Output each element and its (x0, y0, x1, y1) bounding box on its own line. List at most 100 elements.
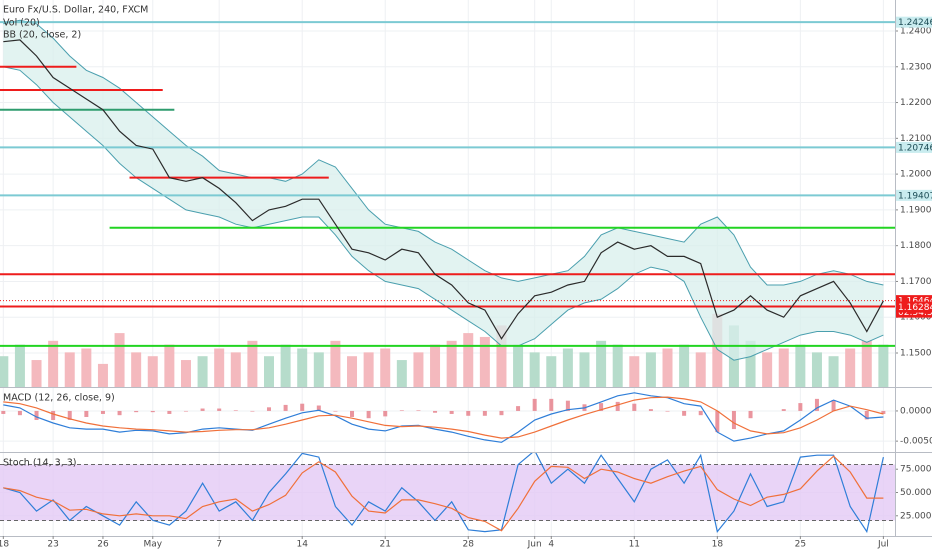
price-label-box (895, 16, 932, 28)
macd-histogram-bar (399, 410, 404, 411)
price-label-box (895, 141, 932, 153)
y-tick-label: 1.20000 (900, 170, 932, 180)
price-label: 1.24246 (898, 18, 932, 28)
volume-bar (164, 344, 175, 387)
volume-bar (230, 352, 241, 387)
panel (0, 453, 895, 536)
macd-histogram-bar (34, 410, 39, 420)
y-tick-label: 50.0000 (900, 488, 932, 498)
volume-bar (828, 356, 839, 387)
volume-bar (280, 344, 291, 387)
y-tick-label: 1.15000 (900, 349, 932, 359)
y-tick-label: 1.18000 (900, 241, 932, 251)
countdown: 02:54:52 (898, 308, 932, 318)
volume-bar (795, 344, 806, 387)
volume-bar (363, 352, 374, 387)
bb-fill (3, 20, 884, 361)
volume-bar (380, 348, 391, 387)
macd-histogram-bar (864, 410, 869, 420)
x-tick-label: Jul (877, 540, 889, 550)
macd-histogram-bar (632, 403, 637, 411)
y-tick-label: 1.16000 (900, 313, 932, 323)
y-tick-label: 1.19000 (900, 205, 932, 215)
macd-histogram-bar (831, 400, 836, 411)
x-tick-label: 28 (463, 540, 475, 550)
panel-title: Euro Fx/U.S. Dollar, 240, FXCM (3, 5, 148, 16)
macd-histogram-bar (433, 410, 438, 413)
y-tick-label: -0.0050 (900, 437, 932, 447)
bb-lower (3, 66, 884, 361)
y-tick-label: 25.0000 (900, 511, 932, 521)
indicator-label: Vol (20) (3, 18, 40, 29)
macd-histogram-bar (715, 410, 720, 433)
volume-bar (247, 340, 258, 387)
volume-bar (413, 352, 424, 387)
x-tick-label: 4 (548, 540, 554, 550)
series-line (3, 392, 884, 443)
price-label-box (895, 295, 932, 307)
volume-bar (762, 352, 773, 387)
price-label-box (895, 301, 932, 313)
volume-bar (596, 340, 607, 387)
volume-bar (479, 336, 490, 387)
macd-histogram-bar (615, 401, 620, 411)
macd-histogram-bar (183, 410, 188, 412)
volume-bar (745, 340, 756, 387)
macd-histogram-bar (482, 410, 487, 416)
macd-histogram-bar (798, 403, 803, 411)
volume-bar (347, 356, 358, 387)
x-tick-label: 23 (47, 540, 58, 550)
volume-bar (679, 344, 690, 387)
macd-histogram-bar (333, 410, 338, 412)
macd-histogram-bar (499, 410, 504, 416)
macd-histogram-bar (100, 410, 105, 414)
macd-histogram-bar (731, 410, 736, 430)
macd-histogram-bar (316, 405, 321, 411)
macd-histogram-bar (648, 409, 653, 411)
macd-histogram-bar (1, 410, 6, 414)
volume-bar (180, 360, 191, 387)
series-line (3, 39, 884, 340)
volume-bar (446, 340, 457, 387)
macd-histogram-bar (167, 410, 172, 414)
volume-bar (97, 363, 108, 387)
volume-bar (430, 344, 441, 387)
macd-histogram-bar (599, 403, 604, 411)
volume-bar (263, 356, 274, 387)
x-tick-label: 18 (712, 540, 724, 550)
macd-histogram-bar (383, 410, 388, 417)
volume-bar (546, 356, 557, 387)
panel (0, 0, 895, 387)
volume-bar (214, 348, 225, 387)
macd-histogram-bar (283, 404, 288, 411)
volume-bar (131, 352, 142, 387)
y-tick-label: 1.17000 (900, 277, 932, 287)
volume-bar (48, 340, 59, 387)
price-label: 1.20746 (898, 143, 932, 153)
x-tick-label: 26 (97, 540, 109, 550)
macd-histogram-bar (698, 410, 703, 416)
volume-bar (147, 356, 158, 387)
volume-bar (612, 344, 623, 387)
macd-histogram-bar (300, 403, 305, 411)
x-tick-label: May (143, 540, 162, 550)
x-tick-label: 18 (0, 540, 9, 550)
y-tick-label: 0.0000 (900, 406, 932, 416)
macd-histogram-bar (416, 410, 421, 411)
macd-histogram-bar (682, 410, 687, 416)
macd-histogram-bar (516, 406, 521, 411)
volume-bar (14, 344, 25, 387)
volume-bar (645, 352, 656, 387)
volume-bar (878, 344, 889, 387)
volume-bar (529, 352, 540, 387)
macd-histogram-bar (134, 410, 139, 413)
y-tick-label: 75.0000 (900, 465, 932, 475)
volume-bar (629, 356, 640, 387)
y-tick-label: 1.22000 (900, 98, 932, 108)
x-tick-label: 7 (216, 540, 222, 550)
macd-histogram-bar (84, 410, 89, 417)
macd-histogram-bar (233, 410, 238, 411)
volume-bar (845, 348, 856, 387)
volume-bar (662, 348, 673, 387)
macd-histogram-bar (565, 400, 570, 411)
